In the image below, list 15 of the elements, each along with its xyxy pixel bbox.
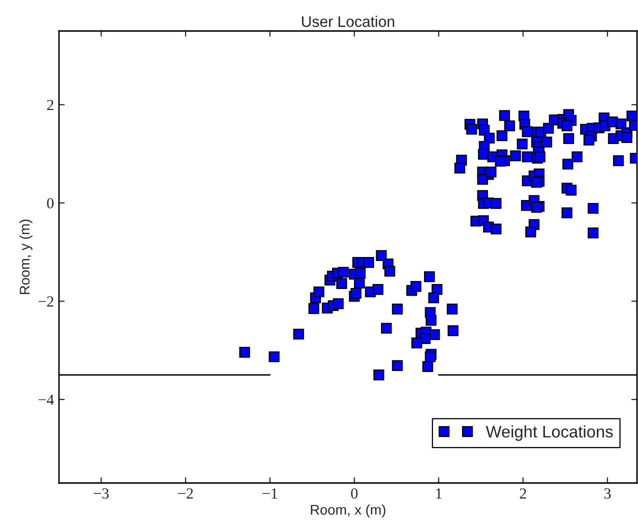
x-tick-label: 1 <box>436 488 442 498</box>
y-tick-label: 0 <box>47 198 54 208</box>
y-tick-label: −4 <box>38 394 54 405</box>
chart-title: User Location <box>302 16 394 27</box>
x-tick-label: 0 <box>351 488 358 499</box>
y-axis-title: Room, y (m) <box>19 220 32 294</box>
x-tick-label: 3 <box>604 488 611 499</box>
x-tick-label: 2 <box>520 488 526 498</box>
legend-label: Weight Locations <box>486 425 613 441</box>
y-tick-label: −2 <box>38 296 54 307</box>
x-tick-label: −1 <box>262 488 278 498</box>
x-tick-label: −3 <box>94 488 109 499</box>
x-tick-label: −2 <box>178 488 193 498</box>
x-axis-title: Room, x (m) <box>310 504 386 518</box>
y-tick-label: 2 <box>47 100 54 110</box>
